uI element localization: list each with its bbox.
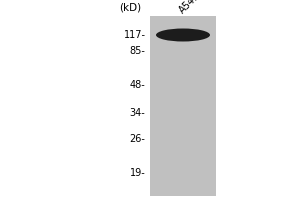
Text: 34-: 34- <box>130 108 146 118</box>
Text: (kD): (kD) <box>119 3 141 13</box>
Text: 85-: 85- <box>130 46 146 56</box>
Text: 26-: 26- <box>130 134 146 144</box>
Text: 117-: 117- <box>124 30 146 40</box>
Bar <box>150 16 216 196</box>
Text: 19-: 19- <box>130 168 146 178</box>
Ellipse shape <box>156 28 210 42</box>
Text: 48-: 48- <box>130 80 146 90</box>
Text: A549: A549 <box>177 0 202 15</box>
